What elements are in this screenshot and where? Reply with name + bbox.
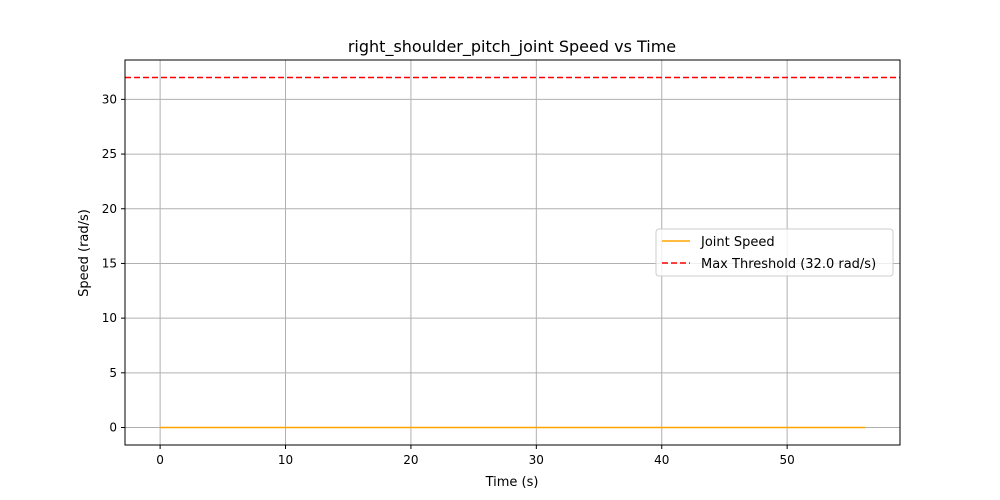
x-tick-label: 20	[403, 453, 418, 467]
x-tick-label: 50	[779, 453, 794, 467]
chart-title: right_shoulder_pitch_joint Speed vs Time	[348, 37, 676, 57]
x-tick-label: 40	[654, 453, 669, 467]
legend-label-joint-speed: Joint Speed	[700, 235, 775, 250]
plot-lines	[125, 76, 900, 429]
y-tick-label: 25	[102, 147, 117, 161]
x-tick-label: 10	[278, 453, 293, 467]
y-tick-label: 15	[102, 256, 117, 270]
axis-ticks: 0 10 20 30 40 50 0 5 10 15 20 25 30	[102, 92, 795, 467]
x-tick-label: 30	[529, 453, 544, 467]
y-tick-label: 5	[109, 366, 117, 380]
y-tick-label: 10	[102, 311, 117, 325]
y-tick-label: 20	[102, 202, 117, 216]
y-tick-label: 30	[102, 92, 117, 106]
y-tick-label: 0	[109, 421, 117, 435]
legend: Joint Speed Max Threshold (32.0 rad/s)	[655, 228, 894, 277]
legend-label-max-threshold: Max Threshold (32.0 rad/s)	[701, 257, 876, 272]
legend-box	[655, 228, 894, 277]
x-tick-label: 0	[156, 453, 164, 467]
plot-frame	[124, 59, 901, 446]
y-axis-label: Speed (rad/s)	[77, 209, 92, 297]
x-axis-label: Time (s)	[485, 475, 539, 490]
